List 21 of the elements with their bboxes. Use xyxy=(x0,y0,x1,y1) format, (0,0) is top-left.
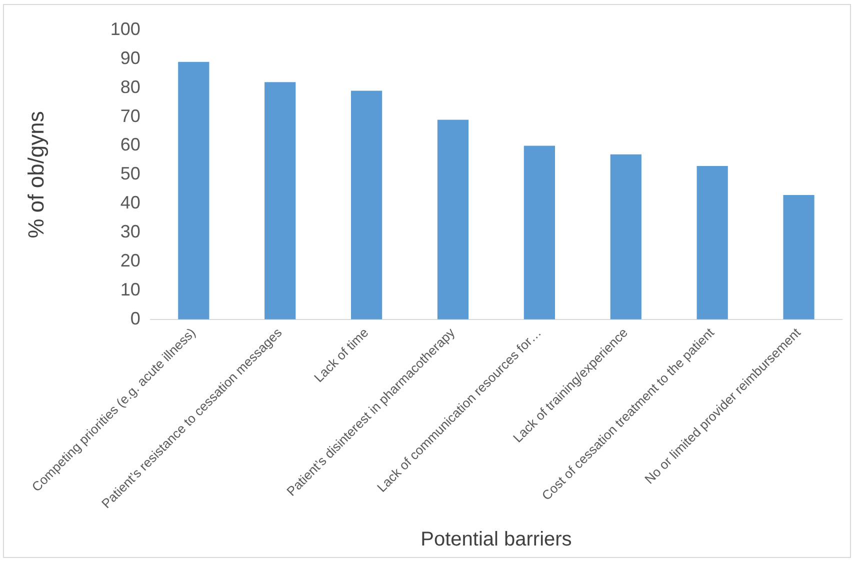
bar xyxy=(178,62,210,320)
bar xyxy=(350,90,382,320)
bar xyxy=(783,194,814,320)
y-tick-label: 0 xyxy=(130,308,140,328)
y-tick-label: 50 xyxy=(120,164,140,184)
y-tick-label: 10 xyxy=(120,279,140,300)
y-tick-label: 30 xyxy=(120,222,140,242)
y-tick-label: 80 xyxy=(120,76,140,97)
bar xyxy=(610,154,642,320)
y-tick-label: 40 xyxy=(120,192,140,213)
y-tick-label: 100 xyxy=(110,18,140,39)
x-axis-title: Potential barriers xyxy=(420,528,572,551)
bar xyxy=(696,166,728,320)
bar xyxy=(524,146,555,320)
bar xyxy=(437,120,469,320)
y-tick-label: 90 xyxy=(120,48,140,68)
y-tick-label: 70 xyxy=(120,106,140,126)
y-tick-label: 20 xyxy=(120,250,140,270)
y-tick-label: 60 xyxy=(120,134,140,155)
bar xyxy=(264,82,296,320)
y-axis-title: % of ob/gyns xyxy=(23,111,48,238)
